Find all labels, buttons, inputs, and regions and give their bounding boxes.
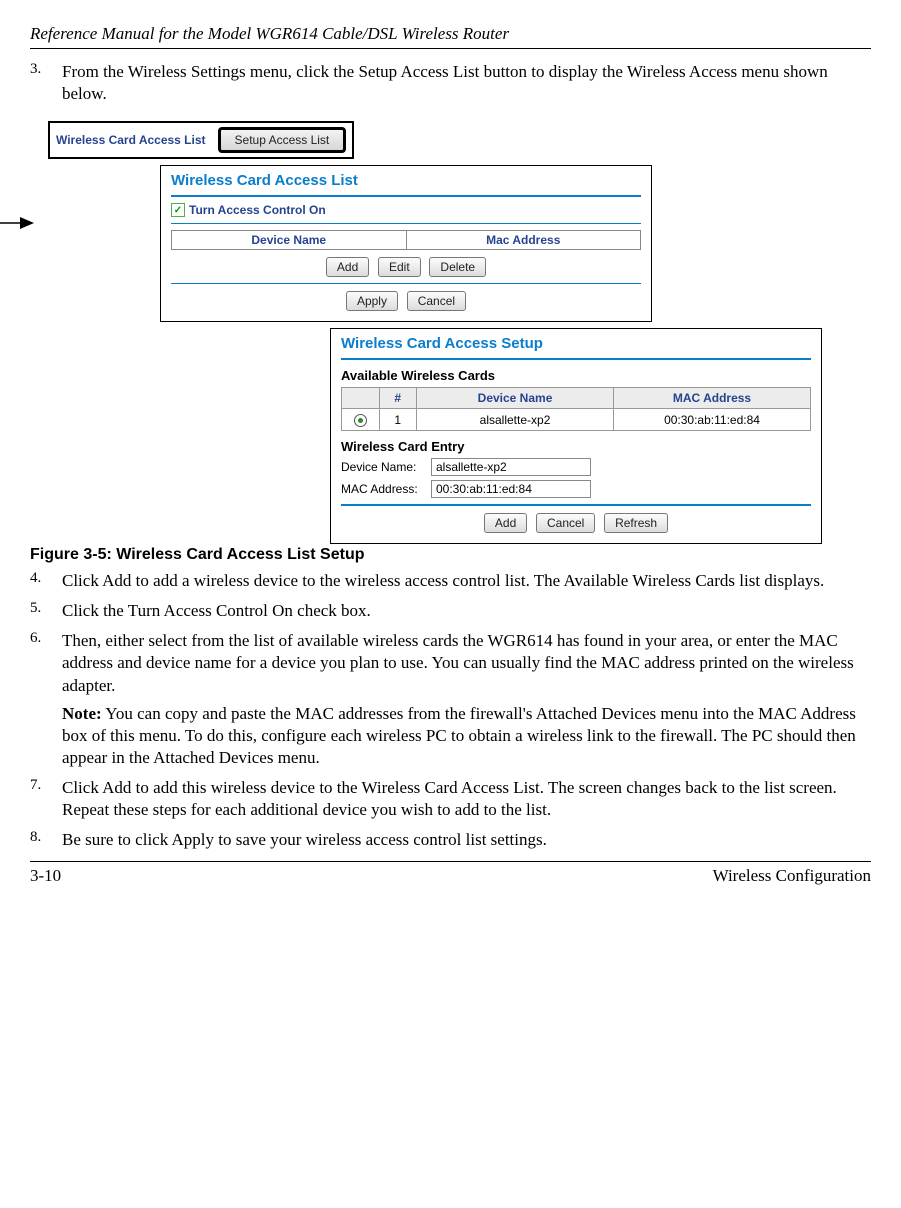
refresh-button[interactable]: Refresh: [604, 513, 668, 533]
step-number-3: 3.: [30, 61, 62, 105]
add-button[interactable]: Add: [484, 513, 527, 533]
step-6-main: Then, either select from the list of ava…: [62, 631, 854, 694]
setup-access-list-bar: Wireless Card Access List Setup Access L…: [48, 121, 354, 159]
wireless-card-access-list-panel: Wireless Card Access List ✓ Turn Access …: [160, 165, 652, 322]
step-number-4: 4.: [30, 570, 62, 592]
divider: [341, 358, 811, 360]
access-list-table: Device Name Mac Address: [171, 230, 641, 250]
mac-address-field[interactable]: 00:30:ab:11:ed:84: [431, 480, 591, 498]
card-entry-heading: Wireless Card Entry: [341, 439, 811, 454]
step-text-7: Click Add to add this wireless device to…: [62, 777, 871, 821]
pointer-arrow-icon: [0, 213, 40, 233]
col-mac-address: Mac Address: [406, 231, 641, 250]
cell-mac: 00:30:ab:11:ed:84: [614, 409, 811, 431]
cell-num: 1: [379, 409, 417, 431]
device-name-label: Device Name:: [341, 460, 431, 474]
divider: [171, 223, 641, 224]
step-number-7: 7.: [30, 777, 62, 821]
cancel-button[interactable]: Cancel: [536, 513, 595, 533]
step-text-8: Be sure to click Apply to save your wire…: [62, 829, 871, 851]
setup-access-list-button[interactable]: Setup Access List: [218, 127, 347, 153]
col-device-name: Device Name: [417, 388, 614, 409]
divider: [171, 195, 641, 197]
divider: [171, 283, 641, 284]
figure-caption: Figure 3-5: Wireless Card Access List Se…: [30, 546, 871, 564]
step-number-8: 8.: [30, 829, 62, 851]
delete-button[interactable]: Delete: [429, 257, 486, 277]
access-control-checkbox[interactable]: ✓: [171, 203, 185, 217]
col-mac-address: MAC Address: [614, 388, 811, 409]
col-device-name: Device Name: [172, 231, 407, 250]
note-text: You can copy and paste the MAC addresses…: [62, 704, 856, 767]
col-hash: #: [379, 388, 417, 409]
page-number: 3-10: [30, 866, 61, 886]
mac-address-label: MAC Address:: [341, 482, 431, 496]
access-control-checkbox-label: Turn Access Control On: [189, 203, 326, 217]
step-number-6: 6.: [30, 630, 62, 769]
cancel-button[interactable]: Cancel: [407, 291, 466, 311]
step-number-5: 5.: [30, 600, 62, 622]
note-label: Note:: [62, 704, 102, 723]
page-header-title: Reference Manual for the Model WGR614 Ca…: [30, 24, 871, 44]
select-card-radio[interactable]: [354, 414, 367, 427]
device-name-field[interactable]: alsallette-xp2: [431, 458, 591, 476]
apply-button[interactable]: Apply: [346, 291, 398, 311]
footer-rule: [30, 861, 871, 862]
cell-device: alsallette-xp2: [417, 409, 614, 431]
panel-c-title: Wireless Card Access Setup: [341, 335, 811, 352]
header-rule: [30, 48, 871, 49]
divider: [341, 504, 811, 506]
available-cards-heading: Available Wireless Cards: [341, 368, 811, 383]
step-text-3: From the Wireless Settings menu, click t…: [62, 61, 871, 105]
section-title: Wireless Configuration: [713, 866, 871, 886]
panel-b-title: Wireless Card Access List: [171, 172, 641, 189]
step-text-6: Then, either select from the list of ava…: [62, 630, 871, 769]
add-button[interactable]: Add: [326, 257, 369, 277]
access-list-label: Wireless Card Access List: [56, 133, 206, 147]
edit-button[interactable]: Edit: [378, 257, 421, 277]
table-row: 1 alsallette-xp2 00:30:ab:11:ed:84: [342, 409, 811, 431]
step-text-4: Click Add to add a wireless device to th…: [62, 570, 871, 592]
wireless-card-access-setup-panel: Wireless Card Access Setup Available Wir…: [330, 328, 822, 544]
available-cards-table: # Device Name MAC Address 1 alsallette-x…: [341, 387, 811, 431]
step-text-5: Click the Turn Access Control On check b…: [62, 600, 871, 622]
